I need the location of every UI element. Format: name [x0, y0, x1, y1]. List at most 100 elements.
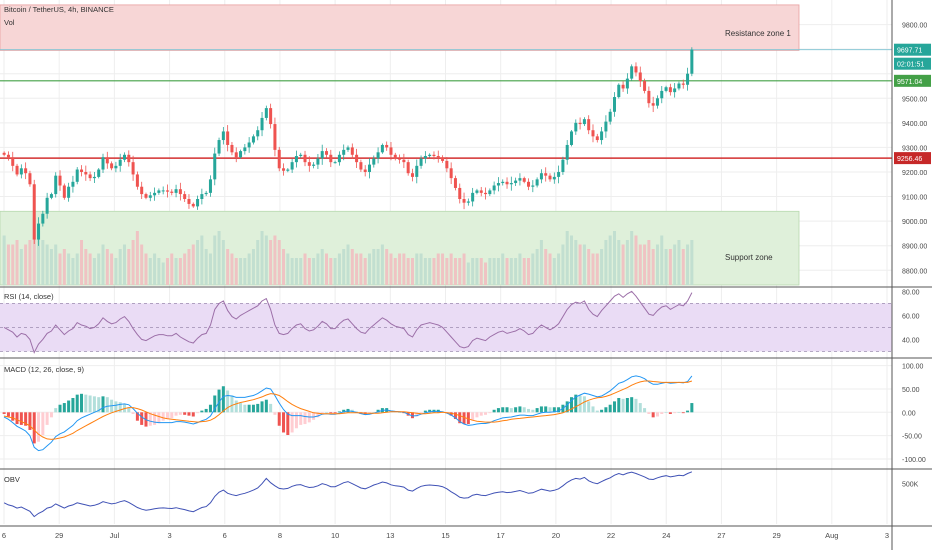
macd-histogram-bar [574, 394, 578, 413]
macd-histogram-bar [157, 412, 161, 424]
candle-body [286, 169, 290, 171]
macd-histogram-bar [131, 412, 135, 414]
macd-histogram-bar [535, 408, 539, 413]
candle-body [140, 186, 144, 195]
macd-histogram-bar [165, 412, 169, 420]
candle-body [49, 194, 53, 198]
macd-histogram-bar [329, 412, 333, 414]
candle-body [453, 178, 457, 188]
candle-body [243, 147, 247, 152]
candle-body [346, 147, 350, 150]
macd-histogram-bar [471, 412, 475, 421]
current-price-tag: 9697.71 [897, 48, 922, 55]
candle-body [565, 144, 569, 160]
macd-histogram-bar [67, 400, 71, 413]
volume-bar [234, 258, 238, 285]
macd-histogram-bar [6, 412, 10, 417]
x-tick-label: 17 [497, 531, 505, 540]
macd-histogram-bar [2, 412, 6, 414]
candle-body [174, 189, 178, 193]
macd-histogram-bar [398, 412, 402, 413]
candle-body [24, 168, 28, 174]
red-level-tag-bg [894, 152, 931, 165]
macd-histogram-bar [41, 412, 45, 435]
candle-body [479, 190, 483, 193]
macd-histogram-bar [630, 397, 634, 413]
macd-histogram-bar [101, 396, 105, 413]
candle-body [157, 190, 161, 193]
volume-bar [264, 235, 268, 285]
volume-bar [135, 231, 139, 285]
candle-body [307, 162, 311, 166]
volume-bar [372, 249, 376, 285]
candle-body [208, 179, 212, 193]
candle-body [402, 159, 406, 163]
x-tick-label: 27 [717, 531, 725, 540]
obv-line [3, 471, 693, 518]
volume-bar [591, 253, 595, 285]
candle-body [681, 83, 685, 85]
candle-body [591, 130, 595, 137]
candle-body [290, 162, 294, 170]
macd-histogram-bar [496, 408, 500, 413]
price-y-tick-label: 9200.00 [902, 170, 927, 177]
candle-body [574, 122, 578, 132]
candle-body [539, 173, 543, 180]
volume-bar [333, 258, 337, 285]
volume-bar [200, 235, 204, 285]
candle-body [415, 165, 419, 177]
volume-bar [217, 231, 221, 285]
volume-bar [634, 235, 638, 285]
volume-bar [101, 244, 105, 285]
candle-body [380, 144, 384, 153]
macd-histogram-bar [514, 407, 518, 413]
candle-body [385, 144, 389, 148]
price-y-tick-label: 9000.00 [902, 219, 927, 226]
volume-bar [677, 240, 681, 285]
rsi-title: RSI (14, close) [4, 292, 54, 301]
macd-histogram-bar [15, 412, 19, 425]
candle-body [350, 147, 354, 155]
macd-histogram-bar [527, 408, 531, 413]
volume-bar [84, 249, 88, 285]
volume-bar [243, 258, 247, 285]
macd-line [3, 375, 693, 452]
volume-bar [595, 253, 599, 285]
candle-body [54, 175, 58, 195]
price-y-tick-label: 9800.00 [902, 23, 927, 30]
macd-histogram-bar [37, 412, 41, 442]
candle-body [62, 185, 66, 198]
candle-body [144, 194, 148, 198]
candle-body [488, 190, 492, 195]
candle-body [101, 157, 105, 170]
resistance-zone-label: Resistance zone 1 [725, 29, 791, 38]
candle-body [484, 192, 488, 195]
candle-body [449, 168, 453, 179]
macd-y-tick-label: 0.00 [902, 410, 916, 417]
macd-histogram-bar [183, 412, 187, 415]
x-tick-label: 29 [55, 531, 63, 540]
candle-body [604, 121, 608, 132]
candle-body [165, 190, 169, 192]
volume-bar [449, 253, 453, 285]
macd-histogram-bar [71, 398, 75, 413]
candle-body [398, 158, 402, 160]
candle-body [19, 168, 23, 175]
candle-body [131, 162, 135, 175]
volume-bar [269, 240, 273, 285]
candle-body [273, 124, 277, 150]
candle-body [337, 154, 341, 163]
volume-bar [423, 258, 427, 285]
macd-histogram-bar [449, 412, 453, 416]
volume-bar [690, 240, 694, 285]
candle-body [359, 162, 363, 170]
candle-body [458, 187, 462, 200]
volume-bar [2, 235, 6, 285]
volume-bar [466, 262, 470, 285]
macd-histogram-bar [501, 407, 505, 413]
candle-body [84, 171, 88, 175]
volume-bar [514, 258, 518, 285]
candle-body [643, 81, 647, 91]
candle-body [312, 164, 316, 166]
